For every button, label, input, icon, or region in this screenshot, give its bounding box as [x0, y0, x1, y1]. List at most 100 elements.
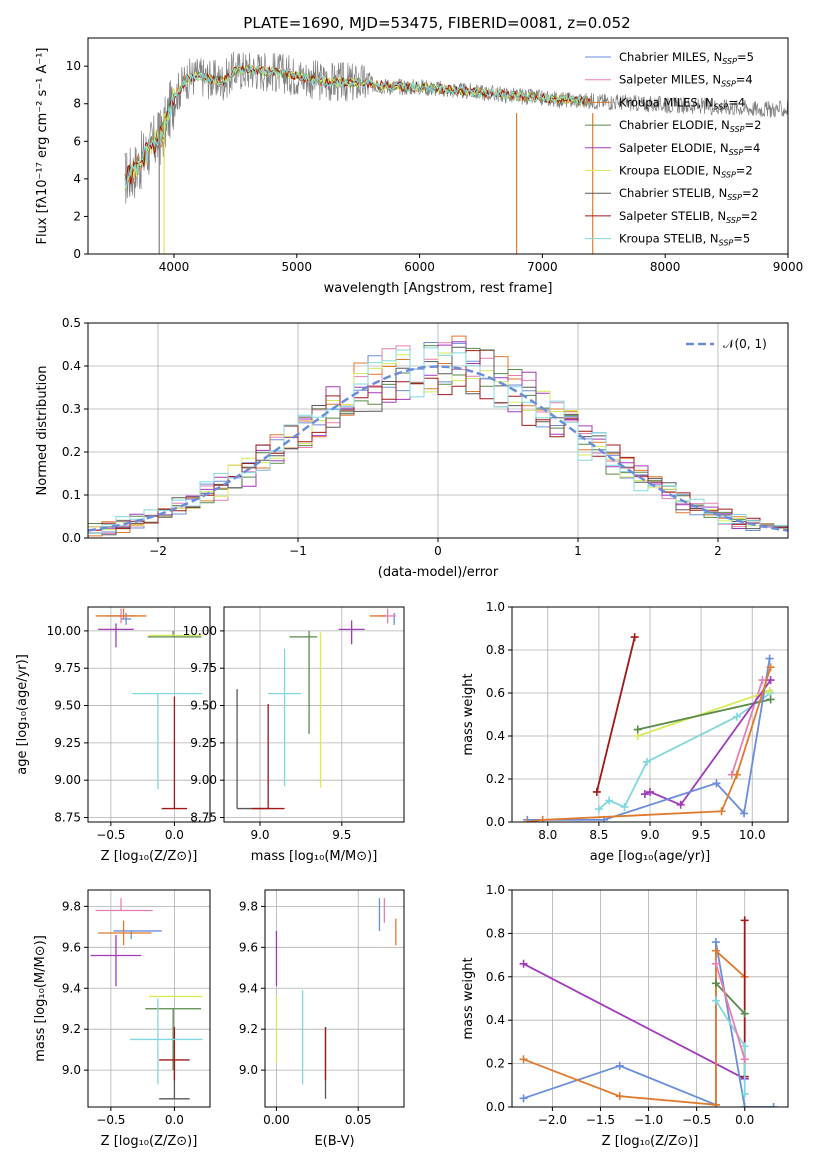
y-axis-label: Flux [fλ10⁻¹⁷ erg cm⁻² s⁻¹ A⁻¹] [35, 48, 50, 245]
y-tick-label: 9.6 [62, 940, 81, 954]
weight-marker [740, 1009, 749, 1018]
weight-marker [519, 959, 528, 968]
plot-area-age_vs_mass [236, 608, 396, 810]
y-tick-label: 4 [73, 172, 81, 186]
weight-marker [769, 1103, 778, 1107]
y-tick-label: 0.4 [486, 1013, 505, 1027]
weight-series-line [637, 698, 771, 731]
x-tick-label: 1 [574, 544, 582, 558]
weight-marker [633, 725, 642, 734]
weight-marker [740, 1103, 749, 1107]
x-tick-label: 4000 [159, 260, 190, 274]
weight-marker [620, 802, 629, 811]
weight-marker [592, 787, 601, 796]
axes-frame [511, 889, 789, 1108]
y-tick-label: 9.8 [62, 899, 81, 913]
weight-marker [711, 946, 720, 955]
y-tick-label: 0.8 [486, 926, 505, 940]
plot-area-spectrum [124, 51, 788, 254]
y-axis-label: age [log₁₀(age/yr)] [15, 654, 30, 775]
plot-area-mass_weight_vs_Z [519, 916, 778, 1107]
errorbar-point [95, 608, 147, 619]
weight-marker [717, 807, 726, 816]
x-axis-label: wavelength [Angstrom, rest frame] [324, 281, 553, 296]
x-tick-label: 6000 [404, 260, 435, 274]
legend-label: Salpeter ELODIE, NSSP=4 [619, 141, 760, 157]
panel-age_vs_mass: 9.0 9.5 8.75 9.00 9.25 9.50 9.75 10.00 mass [log… [183, 606, 405, 864]
weight-marker [615, 1061, 624, 1070]
weight-series-line [715, 982, 746, 1015]
weight-marker [766, 676, 775, 685]
errorbar-point [251, 704, 285, 810]
x-tick-label: 10.0 [739, 828, 766, 842]
y-tick-label: 9.4 [239, 981, 258, 995]
errorbar-point [268, 648, 301, 787]
weight-marker [615, 1092, 624, 1101]
y-tick-label: 9.4 [62, 981, 81, 995]
x-tick-label: 2 [714, 544, 722, 558]
errorbar-point [90, 935, 142, 987]
y-tick-label: 0.0 [486, 1100, 505, 1114]
y-tick-label: 8.75 [54, 811, 81, 825]
x-tick-label: 0.0 [735, 1113, 754, 1127]
weight-marker [640, 790, 649, 799]
y-tick-label: 0.0 [62, 531, 81, 545]
histogram-series [88, 352, 788, 531]
normal-curve [88, 365, 788, 532]
y-tick-label: 0.5 [62, 316, 81, 330]
errorbar-point [113, 930, 162, 940]
histogram-series [88, 347, 788, 534]
y-tick-label: 0.6 [486, 970, 505, 984]
x-axis-label: age [log₁₀(age/yr)] [590, 849, 711, 864]
x-tick-label: 9.0 [640, 828, 659, 842]
y-tick-label: 10 [66, 59, 81, 73]
legend-label: Kroupa MILES, NSSP=4 [619, 95, 745, 111]
x-tick-label: 5000 [281, 260, 312, 274]
weight-marker [740, 1055, 749, 1064]
weight-marker [711, 938, 720, 947]
axes-frame [264, 889, 405, 1108]
panel-residuals: −2 −1 0 1 2 0.0 0.1 0.2 0.3 0.4 0.5 (data-model)/er… [35, 316, 789, 580]
x-tick-label: −0.5 [96, 1113, 125, 1127]
plot-area-residuals [88, 335, 788, 537]
x-axis-label: E(B-V) [314, 1134, 354, 1149]
errorbar-point [161, 696, 188, 810]
weight-marker [676, 800, 685, 809]
x-axis-label: Z [log₁₀(Z/Z⊙)] [602, 1134, 699, 1149]
x-tick-label: 0.00 [263, 1113, 290, 1127]
y-tick-label: 0.4 [486, 729, 505, 743]
y-tick-label: 6 [73, 134, 81, 148]
weight-marker [766, 663, 775, 672]
y-tick-label: 1.0 [486, 883, 505, 897]
axes-frame [87, 322, 789, 539]
y-tick-label: 9.2 [62, 1022, 81, 1036]
y-tick-label: 9.75 [54, 661, 81, 675]
legend-label: Chabrier STELIB, NSSP=2 [619, 186, 759, 202]
errorbar-point [121, 612, 132, 625]
x-axis-label: mass [log₁₀(M/M⊙)] [251, 849, 378, 864]
y-tick-label: 9.0 [239, 1063, 258, 1077]
weight-marker [732, 770, 741, 779]
weight-marker [732, 712, 741, 721]
x-tick-label: 9.5 [332, 828, 351, 842]
y-tick-label: 9.75 [190, 661, 217, 675]
panel-mass_weight_vs_Z: −2.0 −1.5 −1.0 −0.5 0.0 0.0 0.2 0.4 0.6 0.8 1.0 Z [… [461, 883, 789, 1149]
weight-marker [519, 1094, 528, 1103]
legend-label: Chabrier MILES, NSSP=5 [619, 50, 754, 66]
y-tick-label: 0.2 [486, 772, 505, 786]
x-tick-label: 8.0 [538, 828, 557, 842]
weight-marker [630, 633, 639, 642]
weight-marker [523, 818, 532, 822]
y-tick-label: 0.0 [486, 815, 505, 829]
weight-marker [594, 805, 603, 814]
x-tick-label: 0 [434, 544, 442, 558]
weight-series-line [644, 679, 772, 806]
x-tick-label: 0.0 [165, 1113, 184, 1127]
x-tick-label: −1.5 [586, 1113, 615, 1127]
y-tick-label: 9.50 [190, 699, 217, 713]
weight-marker [605, 796, 614, 805]
y-tick-label: 10.00 [47, 624, 81, 638]
x-tick-label: −1 [289, 544, 307, 558]
plot-area-age_vs_Z [95, 608, 203, 810]
